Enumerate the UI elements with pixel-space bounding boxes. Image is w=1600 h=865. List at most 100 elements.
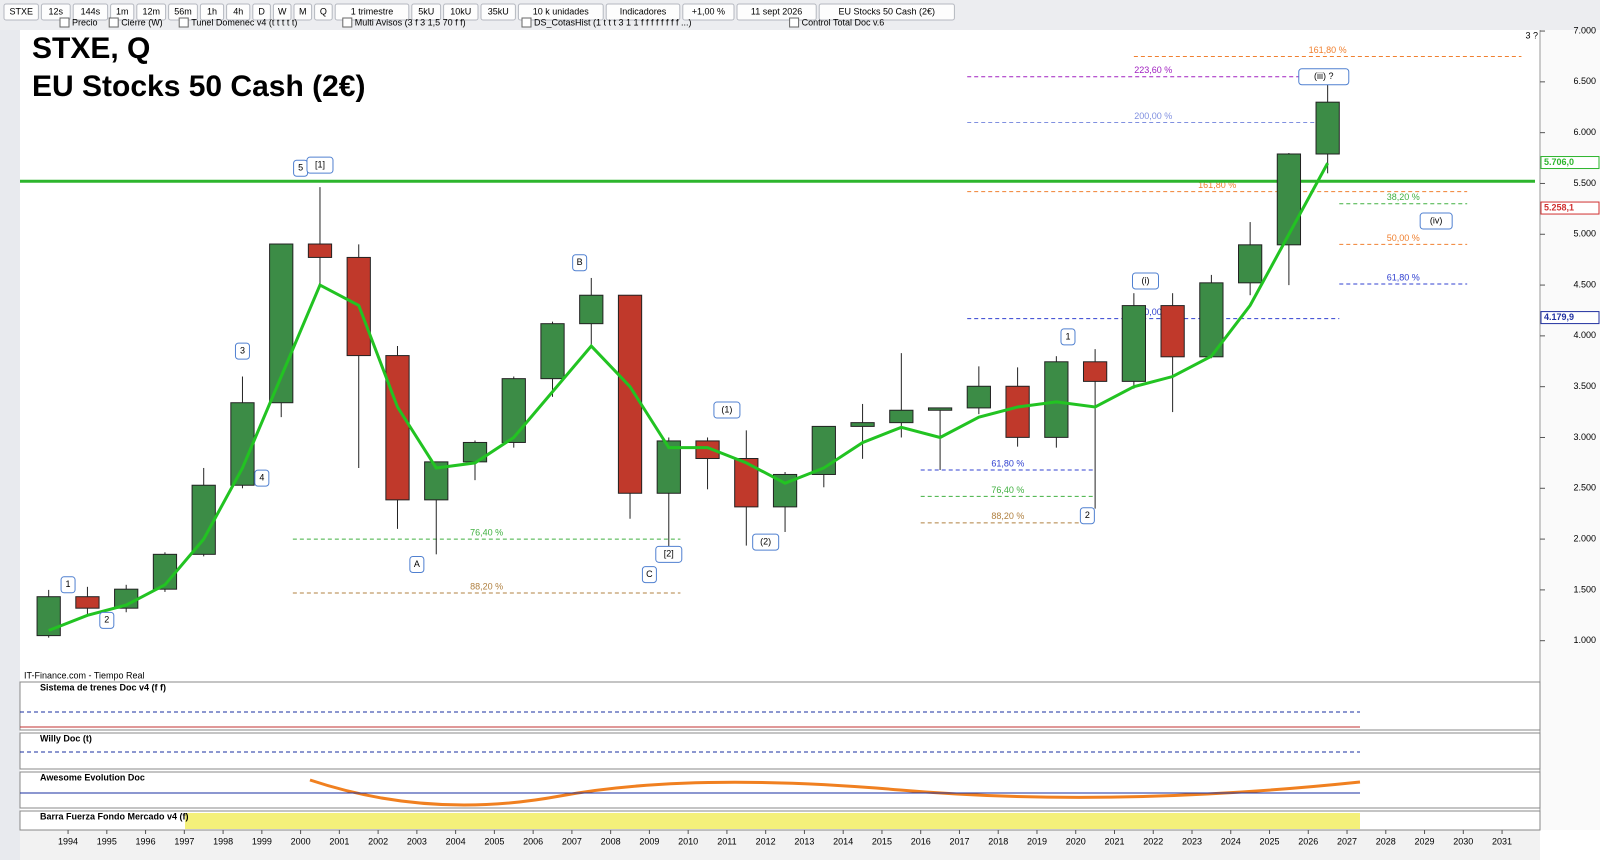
- y-tick-label: 4.500: [1573, 279, 1596, 289]
- candle-body: [501, 378, 526, 443]
- price-axis-bg: [1540, 30, 1600, 830]
- toolbar-button[interactable]: [3, 3, 39, 21]
- toolbar-button[interactable]: [736, 3, 817, 21]
- wave-box: [713, 401, 741, 419]
- wave-label: 2: [1085, 510, 1090, 520]
- toolbar-button[interactable]: [605, 3, 681, 21]
- toolbar-button[interactable]: [443, 3, 479, 21]
- fib-label: 50,00 %: [1387, 233, 1420, 243]
- wave-box: [306, 156, 334, 174]
- candle-body: [1121, 305, 1146, 382]
- overlay-label: DS_CotasHist (1 t t t 3 1 1 f f f f f f …: [534, 17, 692, 27]
- overlay-toggle[interactable]: [108, 17, 119, 28]
- x-tick-label: 2002: [368, 836, 388, 846]
- wave-label: 1: [66, 579, 71, 589]
- overlay-toggle[interactable]: [59, 17, 70, 28]
- wave-label: (iii) ?: [1314, 71, 1334, 81]
- fib-label: 38,20 %: [1387, 192, 1420, 202]
- toolbar-button[interactable]: [72, 3, 109, 21]
- toolbar-button[interactable]: [136, 3, 167, 21]
- toolbar-label: Indicadores: [620, 6, 667, 16]
- x-tick-label: 2011: [717, 836, 736, 846]
- panel: [19, 681, 1541, 731]
- x-tick-label: 2024: [1221, 836, 1241, 846]
- toolbar-button[interactable]: [480, 3, 516, 21]
- candle-body: [656, 440, 681, 494]
- candle-body: [889, 409, 914, 424]
- toolbar-button[interactable]: [40, 3, 71, 21]
- candle-body: [617, 294, 643, 494]
- wave-box: [1060, 328, 1076, 346]
- wave-box: [60, 576, 76, 594]
- toolbar-button[interactable]: [314, 3, 333, 21]
- x-tick-label: 2003: [407, 836, 427, 846]
- candle-body: [36, 596, 61, 637]
- x-tick-label: 2008: [601, 836, 621, 846]
- wave-box: [1298, 68, 1350, 86]
- panel-label: Sistema de trenes Doc v4 (f f): [40, 682, 166, 692]
- x-tick-label: 2022: [1143, 836, 1163, 846]
- x-tick-label: 2010: [678, 836, 698, 846]
- toolbar-button[interactable]: [411, 3, 442, 21]
- overlay-toggle[interactable]: [342, 17, 353, 28]
- toolbar-label: 144s: [81, 6, 101, 16]
- candle-body: [1082, 361, 1108, 382]
- fib-label: 100,00 %: [1134, 307, 1172, 317]
- toolbar-label: 10kU: [450, 6, 471, 16]
- x-tick-label: 2000: [291, 836, 311, 846]
- toolbar-label: EU Stocks 50 Cash (2€): [839, 6, 936, 16]
- toolbar-button[interactable]: [293, 3, 313, 21]
- candle-body: [75, 596, 100, 609]
- toolbar-button[interactable]: [334, 3, 410, 21]
- toolbar-button[interactable]: [110, 3, 135, 21]
- candle-body: [540, 323, 565, 380]
- overlay-label: Precio: [72, 17, 98, 27]
- x-tick-label: 2015: [872, 836, 892, 846]
- fib-label: 76,40 %: [470, 527, 503, 537]
- wave-box: [655, 545, 683, 563]
- y-tick-label: 5.000: [1573, 229, 1596, 239]
- toolbar-button[interactable]: [272, 3, 292, 21]
- wave-label: 3: [240, 345, 245, 355]
- x-tick-label: 2020: [1066, 836, 1086, 846]
- toolbar-label: D: [258, 6, 265, 16]
- toolbar-label: 35kU: [488, 6, 509, 16]
- x-tick-label: 1996: [136, 836, 156, 846]
- overlay-toggle[interactable]: [789, 17, 800, 28]
- x-tick-label: 1999: [252, 836, 272, 846]
- x-tick-label: 2019: [1027, 836, 1047, 846]
- overlay-label: Cierre (W): [121, 17, 163, 27]
- candle-body: [1238, 244, 1263, 284]
- toolbar-button[interactable]: [682, 3, 735, 21]
- fib-label: 61,80 %: [991, 458, 1024, 468]
- wave-box: [1131, 272, 1159, 290]
- toolbar-button[interactable]: [517, 3, 604, 21]
- x-tick-label: 2006: [523, 836, 543, 846]
- candle-body: [734, 458, 759, 508]
- fib-label: 223,60 %: [1134, 65, 1172, 75]
- toolbar-button[interactable]: [818, 3, 955, 21]
- overlay-toggle[interactable]: [521, 17, 532, 28]
- x-tick-label: 2016: [911, 836, 931, 846]
- overlay-label: Multi Avisos (3 f 3 1,5 70 f f): [355, 17, 466, 27]
- panel-label: Willy Doc (t): [40, 733, 92, 743]
- time-axis-bg: [20, 830, 1540, 860]
- x-tick-label: 2025: [1260, 836, 1280, 846]
- x-tick-label: 2014: [833, 836, 853, 846]
- y-tick-label: 4.000: [1573, 330, 1596, 340]
- panels: [19, 681, 1541, 831]
- y-tick-label: 6.000: [1573, 127, 1596, 137]
- fib-label: 161,80 %: [1309, 45, 1347, 55]
- toolbar-button[interactable]: [252, 3, 271, 21]
- x-tick-label: 2005: [484, 836, 504, 846]
- toolbar-button[interactable]: [199, 3, 225, 21]
- wave-label: 4: [259, 472, 264, 482]
- candle-body: [1044, 361, 1069, 438]
- y-tick-label: 1.500: [1573, 584, 1596, 594]
- wave-label: A: [414, 559, 420, 569]
- price-tag-label: 5.706,0: [1544, 157, 1574, 167]
- x-tick-label: 2031: [1492, 836, 1512, 846]
- toolbar-button[interactable]: [226, 3, 251, 21]
- overlay-toggle[interactable]: [178, 17, 189, 28]
